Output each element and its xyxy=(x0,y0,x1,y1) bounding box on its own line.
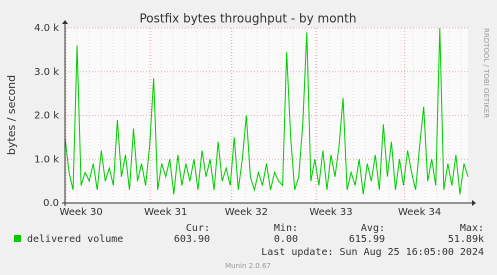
x-tick-label: Week 30 xyxy=(59,207,102,218)
y-arrow xyxy=(62,20,68,24)
summary-header: Cur: xyxy=(186,223,210,234)
legend-label: delivered volume xyxy=(27,234,123,245)
watermark: RRDTOOL / TOBI OETIKER xyxy=(482,28,490,118)
x-arrow xyxy=(472,200,476,206)
series-line xyxy=(64,27,469,195)
y-tick-label: 0.0 xyxy=(43,198,59,209)
last-update: Last update: Sun Aug 25 16:05:00 2024 xyxy=(261,247,484,258)
footer: Munin 2.0.67 xyxy=(225,262,271,270)
y-tick-label: 1.0 k xyxy=(34,154,59,165)
summary-header: Max: xyxy=(460,223,484,234)
summary-header: Min: xyxy=(274,223,298,234)
chart-title: Postfix bytes throughput - by month xyxy=(140,12,357,26)
y-tick-label: 2.0 k xyxy=(34,111,59,122)
summary-value: 0.00 xyxy=(274,234,298,245)
summary-header: Avg: xyxy=(361,223,385,234)
y-tick-label: 3.0 k xyxy=(34,67,59,78)
summary-value: 603.90 xyxy=(174,234,210,245)
summary-value: 615.99 xyxy=(349,234,385,245)
y-axis-label: bytes / second xyxy=(5,75,18,155)
x-tick-label: Week 34 xyxy=(398,207,441,218)
legend-swatch xyxy=(14,235,21,242)
x-tick-label: Week 31 xyxy=(144,207,187,218)
x-tick-label: Week 32 xyxy=(225,207,268,218)
y-tick-label: 4.0 k xyxy=(34,23,59,34)
summary-value: 51.89k xyxy=(448,234,484,245)
x-tick-label: Week 33 xyxy=(309,207,352,218)
